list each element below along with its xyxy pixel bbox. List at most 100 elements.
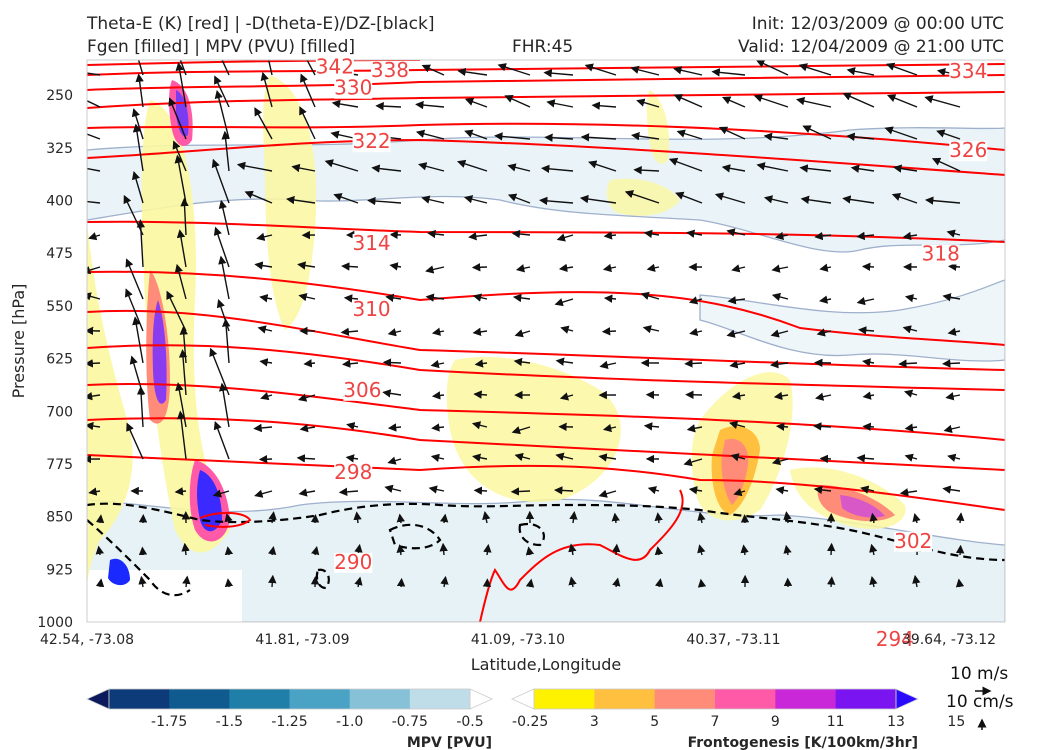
wind-vector [580, 133, 617, 142]
wind-vector [802, 125, 832, 140]
theta-e-label: 322 [352, 129, 390, 153]
wind-vector [258, 455, 273, 464]
wind-vector [513, 357, 531, 367]
wind-vector [137, 60, 144, 76]
wind-vector [819, 454, 832, 464]
wind-vector [602, 423, 617, 433]
wind-vector [846, 132, 875, 141]
wind-vector [942, 359, 961, 368]
wind-vector [244, 190, 273, 204]
fgen-column-1-core [152, 300, 167, 404]
wind-vector [175, 62, 187, 108]
colorbar-title: Frontogenesis [K/100km/3hr] [688, 735, 918, 750]
wind-vector [654, 546, 664, 556]
wind-vector [827, 542, 836, 556]
wind-vector [676, 129, 703, 140]
wind-vector [338, 487, 359, 497]
wind-vector [415, 100, 445, 110]
theta-e-contours [87, 60, 1005, 622]
colorbar-swatch [534, 689, 595, 709]
wind-vector [471, 421, 488, 430]
wind-vector [601, 327, 617, 336]
wind-vector [560, 325, 574, 334]
wind-vector [612, 543, 621, 556]
wind-vector [718, 126, 746, 140]
wind-vector [387, 328, 402, 337]
y-tick-label: 250 [46, 88, 73, 104]
wind-vector [945, 392, 961, 401]
wind-vector [296, 454, 316, 463]
theta-e-label: 302 [894, 529, 932, 553]
wind-vector [598, 489, 617, 498]
theta-e-label-bg [343, 380, 382, 401]
wind-vector [800, 195, 832, 204]
wind-vector [138, 546, 148, 556]
wind-vector [267, 60, 273, 76]
theta-e-label-bg [334, 462, 373, 483]
wind-vector [946, 229, 961, 238]
theta-e-label: 310 [352, 297, 390, 321]
colorbar-tick-label: -0.75 [392, 714, 428, 730]
colorbar-tick-label: -1.25 [271, 714, 307, 730]
colorbar-swatch [229, 689, 290, 709]
wind-vector [298, 292, 316, 302]
wind-vector [783, 511, 792, 524]
wind-vector [856, 454, 875, 463]
wind-vector [354, 576, 363, 588]
wind-vector [646, 263, 660, 272]
y-tick-label: 775 [46, 457, 73, 473]
wind-vector [464, 97, 488, 108]
wind-vector [869, 512, 878, 524]
wind-vector [95, 578, 105, 588]
wind-vector [654, 578, 664, 588]
wind-vector [396, 544, 405, 556]
wind-vector [464, 129, 488, 140]
wind-vector [775, 486, 789, 495]
y-tick-label: 1000 [37, 615, 73, 631]
theta-e-label: 306 [343, 378, 381, 402]
wind-vector [729, 420, 746, 429]
wind-vector [544, 133, 574, 142]
wind-vector [612, 577, 621, 588]
wind-vector [375, 101, 402, 111]
colorbar-swatch [715, 689, 776, 709]
wind-vector [904, 453, 918, 462]
theta-e-label-bg [949, 141, 988, 162]
wind-vector [755, 60, 789, 76]
wind-vector [87, 200, 101, 204]
wind-vector [88, 232, 101, 241]
wind-vector [688, 296, 703, 305]
plot-frame [86, 59, 1006, 623]
theta-e-label-bg [352, 233, 391, 254]
colorbar-extend-right [895, 688, 919, 710]
wind-vector [421, 64, 445, 76]
wind-vector [389, 262, 402, 271]
wind-vector [887, 94, 918, 108]
wind-vector [856, 296, 875, 306]
wind-vector [87, 421, 101, 431]
colorbar-tick-label: 11 [827, 714, 845, 730]
wind-vector [297, 261, 316, 270]
wind-vector [814, 231, 832, 241]
colorbar-tick-label: -1.0 [336, 714, 363, 730]
dthetae-dz-line-2 [87, 519, 191, 597]
wind-vector [813, 485, 832, 495]
wind-vector [931, 157, 961, 172]
wind-vector [300, 73, 316, 108]
theta-e-label: 298 [334, 460, 372, 484]
wind-vector [624, 190, 660, 204]
wind-vector [555, 357, 574, 366]
wind-vector [827, 576, 836, 588]
wind-vector [260, 71, 273, 108]
colorbar-swatch [835, 689, 897, 709]
wind-vector [902, 325, 918, 334]
wind-vector [568, 543, 577, 556]
theta-e-line-322 [87, 138, 1005, 176]
colorbar-swatch [349, 689, 411, 709]
wind-vector [899, 488, 918, 497]
wind-vector [136, 386, 146, 428]
wind-vector [213, 420, 230, 460]
wind-vector [647, 486, 660, 495]
wind-vector [340, 327, 359, 336]
